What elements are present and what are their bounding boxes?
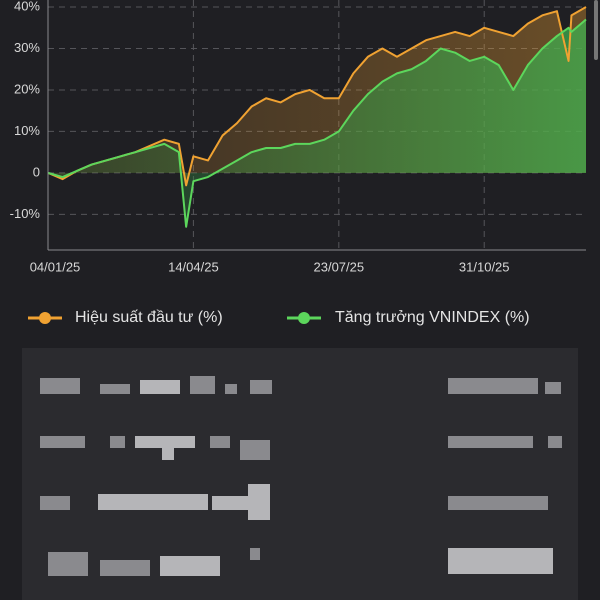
y-tick-label: 10% (14, 123, 40, 138)
blurred-list (22, 348, 578, 600)
legend-label: Tăng trưởng VNINDEX (%) (335, 309, 530, 326)
y-tick-label: 20% (14, 81, 40, 96)
x-tick-label: 04/01/25 (30, 259, 81, 274)
x-tick-label: 31/10/25 (459, 259, 510, 274)
x-tick-label: 14/04/25 (168, 259, 219, 274)
legend-label: Hiệu suất đầu tư (%) (75, 309, 223, 326)
y-tick-label: 40% (14, 0, 40, 13)
x-tick-label: 23/07/25 (314, 259, 365, 274)
legend: Hiệu suất đầu tư (%) Tăng trưởng VNINDEX… (28, 309, 530, 326)
series-line (47, 18, 587, 228)
blurred-row (40, 484, 548, 520)
blurred-row (40, 436, 562, 460)
series-area (48, 19, 586, 227)
y-tick-label: 30% (14, 40, 40, 55)
scrollbar (594, 0, 598, 60)
plot: 40% 30% 20% 10% 0 -10% 04/01/25 14/04/25 23/07/2… (10, 0, 587, 274)
legend-dot-1 (298, 312, 310, 324)
y-tick-label: -10% (10, 206, 41, 221)
blurred-row (48, 548, 553, 576)
y-tick-label: 0 (33, 164, 40, 179)
blurred-row (40, 376, 561, 394)
legend-dot-0 (39, 312, 51, 324)
